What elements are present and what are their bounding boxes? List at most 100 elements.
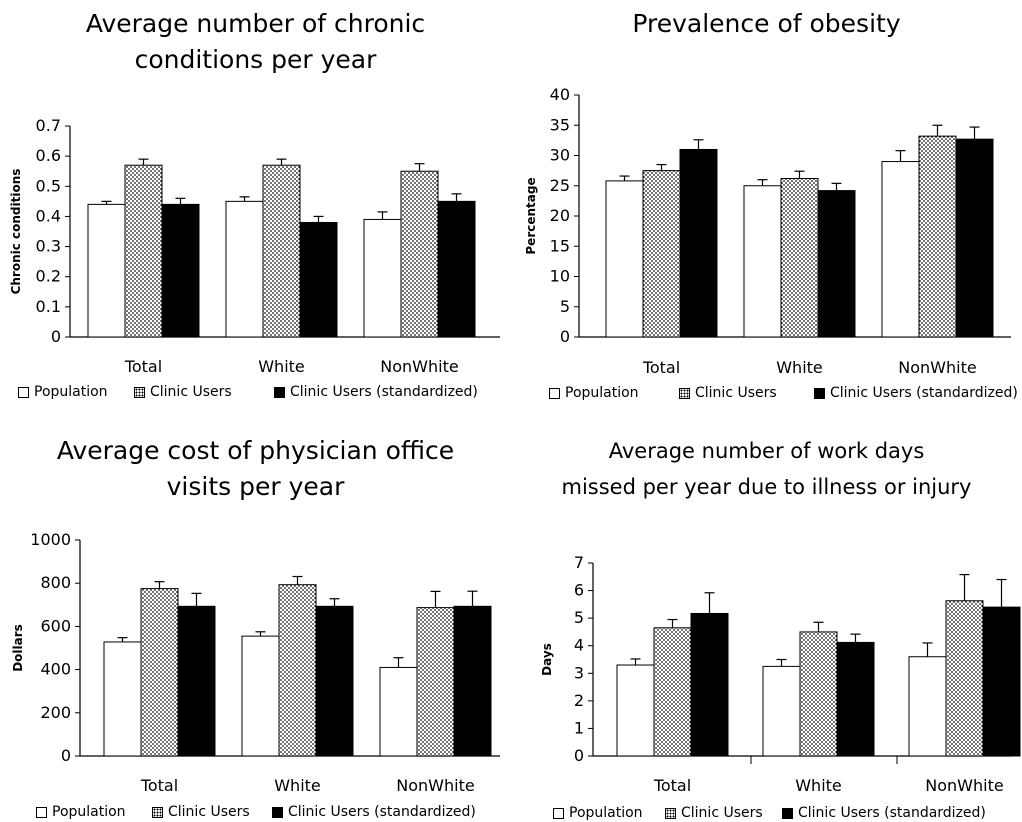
y-tick-label: 30 [550, 146, 570, 165]
y-tick-label: 0.2 [36, 267, 61, 286]
chart-title-line-2: visits per year [166, 472, 345, 501]
legend-item-population: Population [553, 805, 665, 821]
bar [881, 161, 920, 338]
y-tick-label: 5 [560, 297, 570, 316]
bar [140, 588, 179, 757]
y-tick-label: 15 [550, 236, 570, 255]
legend-label: Population [34, 384, 108, 400]
legend-label: Population [569, 805, 643, 821]
legend-swatch [665, 807, 676, 819]
y-tick-label: 0.5 [36, 176, 61, 195]
y-tick-label: 10 [550, 267, 570, 286]
legend-item-clinic-users-standardized: Clinic Users (standardized) [272, 804, 476, 820]
chart-plot: 0 200 400 600 800 1000 Dollars Total White NonWhi… [11, 530, 500, 795]
legend-label: Clinic Users [168, 804, 250, 820]
chart-panel-chronic: Average number of chronic conditions per… [0, 0, 511, 411]
chart-legend: Population Clinic Users Clinic Users (st… [553, 805, 986, 821]
chart-plot: 0 0.1 0.2 0.3 0.4 0.5 0.6 0.7 Chronic conditions… [9, 116, 500, 376]
y-tick-label: 3 [574, 663, 584, 682]
bar [225, 200, 264, 338]
bar [945, 600, 984, 757]
bar [690, 612, 729, 757]
bar [363, 218, 402, 338]
chart-title-line-1: Average number of work days [608, 439, 925, 463]
y-tick-label: 1000 [30, 530, 71, 549]
x-category-label: White [795, 776, 842, 795]
y-axis-label: Days [540, 643, 554, 676]
y-tick-label: 25 [550, 176, 570, 195]
legend-swatch [814, 387, 825, 399]
y-tick-label: 4 [574, 636, 584, 655]
bar [161, 203, 200, 338]
bar [780, 177, 819, 338]
legend-item-population: Population [18, 384, 134, 400]
y-tick-label: 40 [550, 85, 570, 104]
y-tick-label: 0 [574, 746, 584, 765]
bar [437, 200, 476, 338]
legend-item-clinic-users-standardized: Clinic Users (standardized) [814, 385, 1018, 401]
chart-title-line-1: Prevalence of obesity [632, 9, 901, 38]
bar [762, 665, 801, 757]
legend-swatch [549, 387, 560, 399]
bar [278, 584, 317, 757]
y-tick-label: 200 [40, 703, 71, 722]
legend-swatch [274, 386, 285, 398]
bar [379, 666, 418, 757]
legend-swatch [553, 807, 564, 819]
bar [241, 635, 280, 757]
y-tick-label: 0 [51, 327, 61, 346]
bar [908, 656, 947, 757]
y-tick-label: 600 [40, 616, 71, 635]
y-tick-label: 0.7 [36, 116, 61, 135]
legend-swatch [782, 807, 793, 819]
bar [799, 631, 838, 757]
bar [315, 605, 354, 757]
legend-item-clinic-users-standardized: Clinic Users (standardized) [782, 805, 986, 821]
legend-item-clinic-users: Clinic Users [134, 384, 274, 400]
x-category-label: White [776, 358, 823, 377]
legend-label: Clinic Users (standardized) [290, 384, 478, 400]
chart-title-line-1: Average number of chronic [85, 9, 426, 38]
chart-title-line-2: missed per year due to illness or injury [561, 475, 972, 499]
bar [416, 607, 455, 757]
x-category-label: Total [642, 358, 680, 377]
legend-label: Clinic Users [681, 805, 763, 821]
y-axis-label: Chronic conditions [9, 169, 23, 295]
chart-title: Average number of chronic conditions per… [0, 6, 511, 78]
x-category-label: NonWhite [396, 776, 474, 795]
y-tick-label: 400 [40, 660, 71, 679]
bar [124, 164, 163, 338]
legend-item-population: Population [549, 385, 679, 401]
legend-swatch [18, 386, 29, 398]
legend-swatch [272, 806, 283, 818]
legend-label: Clinic Users (standardized) [798, 805, 986, 821]
bar [679, 148, 718, 338]
chart-panel-physician-cost: Average cost of physician office visits … [0, 411, 511, 822]
y-tick-label: 0.3 [36, 237, 61, 256]
y-tick-label: 2 [574, 691, 584, 710]
y-tick-label: 6 [574, 581, 584, 600]
legend-item-clinic-users: Clinic Users [679, 385, 814, 401]
y-tick-label: 5 [574, 608, 584, 627]
chart-panel-work-days: Average number of work days missed per y… [511, 411, 1022, 822]
y-axis-label: Percentage [524, 177, 538, 254]
legend-label: Population [565, 385, 639, 401]
chart-legend: Population Clinic Users Clinic Users (st… [18, 384, 478, 400]
x-category-label: NonWhite [380, 357, 458, 376]
bar [616, 664, 655, 757]
chart-plot: 0 5 10 15 20 25 30 35 40 Percentage Total White NonW… [524, 85, 1011, 377]
x-category-label: Total [140, 776, 178, 795]
x-category-label: NonWhite [925, 776, 1003, 795]
bar [177, 605, 216, 757]
x-category-label: NonWhite [898, 358, 976, 377]
y-tick-label: 800 [40, 573, 71, 592]
legend-swatch [36, 806, 47, 818]
legend-label: Clinic Users (standardized) [830, 385, 1018, 401]
y-tick-label: 0 [61, 746, 71, 765]
legend-label: Clinic Users [150, 384, 232, 400]
legend-item-clinic-users: Clinic Users [665, 805, 782, 821]
y-axis-label: Dollars [11, 624, 25, 672]
y-tick-label: 1 [574, 718, 584, 737]
bar [262, 164, 301, 338]
y-tick-label: 35 [550, 115, 570, 134]
